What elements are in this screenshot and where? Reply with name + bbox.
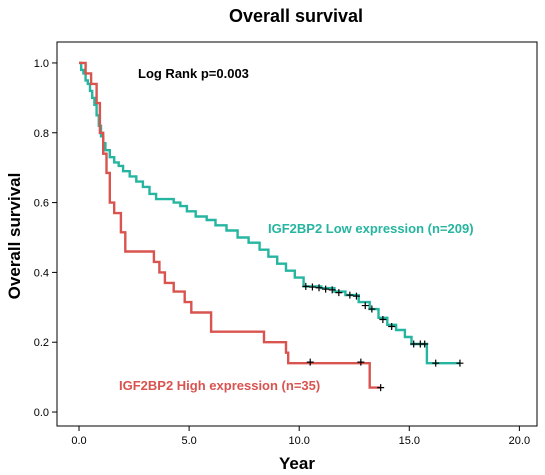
censor-mark [308, 283, 316, 291]
censor-mark [421, 340, 429, 348]
censor-mark [456, 359, 464, 367]
y-axis: 0.0 0.2 0.4 0.6 0.8 1.0 [34, 58, 57, 419]
x-tick-label: 20.0 [509, 435, 530, 447]
log-rank-annotation: Log Rank p=0.003 [138, 66, 249, 81]
y-tick-label: 0.2 [34, 337, 49, 349]
censor-mark [315, 284, 323, 292]
x-tick-label: 0.0 [71, 435, 86, 447]
censor-mark [432, 359, 440, 367]
x-tick-label: 5.0 [181, 435, 196, 447]
censor-mark [346, 291, 354, 299]
high-expression-curve [79, 61, 381, 389]
y-axis-title: Overall survival [5, 173, 24, 300]
x-tick-label: 15.0 [399, 435, 420, 447]
censor-mark [410, 340, 418, 348]
x-axis-title: Year [279, 454, 315, 473]
censor-mark [335, 289, 343, 297]
y-tick-label: 0.6 [34, 198, 49, 210]
chart-title: Overall survival [229, 6, 363, 26]
censor-mark [388, 323, 396, 331]
censor-mark [368, 305, 376, 313]
y-tick-label: 0.8 [34, 128, 49, 140]
censor-mark [302, 282, 310, 290]
x-axis: 0.0 5.0 10.0 15.0 20.0 [71, 426, 530, 447]
low-expression-curve [79, 61, 460, 365]
y-tick-label: 0.0 [34, 407, 49, 419]
x-tick-label: 10.0 [288, 435, 309, 447]
series-label-high: IGF2BP2 High expression (n=35) [119, 378, 320, 393]
censor-mark [361, 302, 369, 310]
censor-mark [357, 358, 365, 366]
censor-mark [306, 358, 314, 366]
censor-mark [377, 384, 385, 392]
series-label-low: IGF2BP2 Low expression (n=209) [268, 221, 474, 236]
plot-frame [56, 41, 538, 427]
y-tick-label: 1.0 [34, 58, 49, 70]
censor-mark [379, 316, 387, 324]
y-tick-label: 0.4 [34, 267, 49, 279]
survival-curves [79, 61, 464, 392]
censor-mark [322, 285, 330, 293]
censor-mark [328, 286, 336, 294]
censor-mark [352, 292, 360, 300]
